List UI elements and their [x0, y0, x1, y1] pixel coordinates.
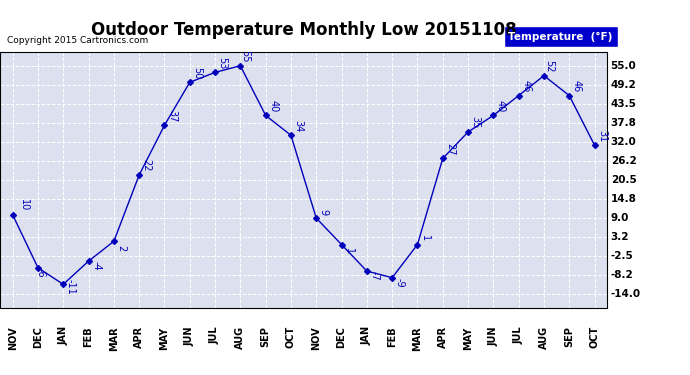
Text: 3.2: 3.2	[611, 232, 629, 242]
Text: 1: 1	[344, 248, 354, 255]
Text: JAN: JAN	[58, 326, 68, 345]
Text: NOV: NOV	[8, 326, 18, 350]
Text: NOV: NOV	[311, 326, 322, 350]
Text: JUL: JUL	[210, 326, 220, 344]
Text: -7: -7	[369, 271, 380, 281]
Text: SEP: SEP	[564, 326, 574, 347]
Text: 37.8: 37.8	[611, 118, 636, 128]
Text: 1: 1	[420, 235, 430, 241]
Text: FEB: FEB	[83, 326, 94, 347]
Text: 9: 9	[319, 209, 328, 215]
Text: 34: 34	[293, 120, 304, 132]
Text: -4: -4	[91, 261, 101, 271]
Text: 43.5: 43.5	[611, 99, 636, 109]
Text: 20.5: 20.5	[611, 175, 636, 185]
Text: DEC: DEC	[33, 326, 43, 348]
Text: OCT: OCT	[589, 326, 600, 348]
Text: SEP: SEP	[261, 326, 270, 347]
Text: -6: -6	[35, 268, 46, 278]
Text: 27: 27	[445, 142, 455, 155]
Text: Outdoor Temperature Monthly Low 20151108: Outdoor Temperature Monthly Low 20151108	[91, 21, 516, 39]
Text: -14.0: -14.0	[611, 289, 641, 299]
Text: MAY: MAY	[159, 326, 170, 350]
Text: AUG: AUG	[539, 326, 549, 350]
Text: -8.2: -8.2	[611, 270, 633, 280]
Text: 37: 37	[167, 110, 177, 122]
Text: JUL: JUL	[513, 326, 524, 344]
Text: APR: APR	[437, 326, 448, 348]
Text: 14.8: 14.8	[611, 194, 636, 204]
Text: MAY: MAY	[463, 326, 473, 350]
Text: DEC: DEC	[337, 326, 346, 348]
Text: 22: 22	[141, 159, 152, 172]
Text: 52: 52	[544, 60, 554, 72]
Text: 50: 50	[193, 67, 202, 79]
Text: 40: 40	[496, 100, 506, 112]
Text: 31: 31	[597, 130, 607, 142]
Text: OCT: OCT	[286, 326, 296, 348]
Text: 40: 40	[268, 100, 278, 112]
Text: -2.5: -2.5	[611, 251, 633, 261]
Text: 26.2: 26.2	[611, 156, 636, 166]
Text: 49.2: 49.2	[611, 80, 636, 90]
Text: MAR: MAR	[109, 326, 119, 351]
Text: 46: 46	[521, 80, 531, 92]
Text: JAN: JAN	[362, 326, 372, 345]
Text: 9.0: 9.0	[611, 213, 629, 223]
Text: 2: 2	[117, 245, 126, 251]
Text: 55: 55	[240, 50, 250, 62]
Text: -11: -11	[66, 279, 76, 294]
Text: 46: 46	[572, 80, 582, 92]
Text: JUN: JUN	[185, 326, 195, 346]
Text: 32.0: 32.0	[611, 137, 636, 147]
Text: AUG: AUG	[235, 326, 246, 350]
Text: 35: 35	[471, 116, 480, 129]
Text: Copyright 2015 Cartronics.com: Copyright 2015 Cartronics.com	[7, 36, 148, 45]
Text: APR: APR	[134, 326, 144, 348]
Text: 55.0: 55.0	[611, 61, 636, 71]
Text: FEB: FEB	[387, 326, 397, 347]
Text: MAR: MAR	[413, 326, 422, 351]
Text: 53: 53	[217, 57, 228, 69]
Text: Temperature  (°F): Temperature (°F)	[509, 32, 613, 42]
Text: -9: -9	[395, 278, 404, 288]
Text: JUN: JUN	[489, 326, 498, 346]
Text: 10: 10	[19, 199, 29, 211]
